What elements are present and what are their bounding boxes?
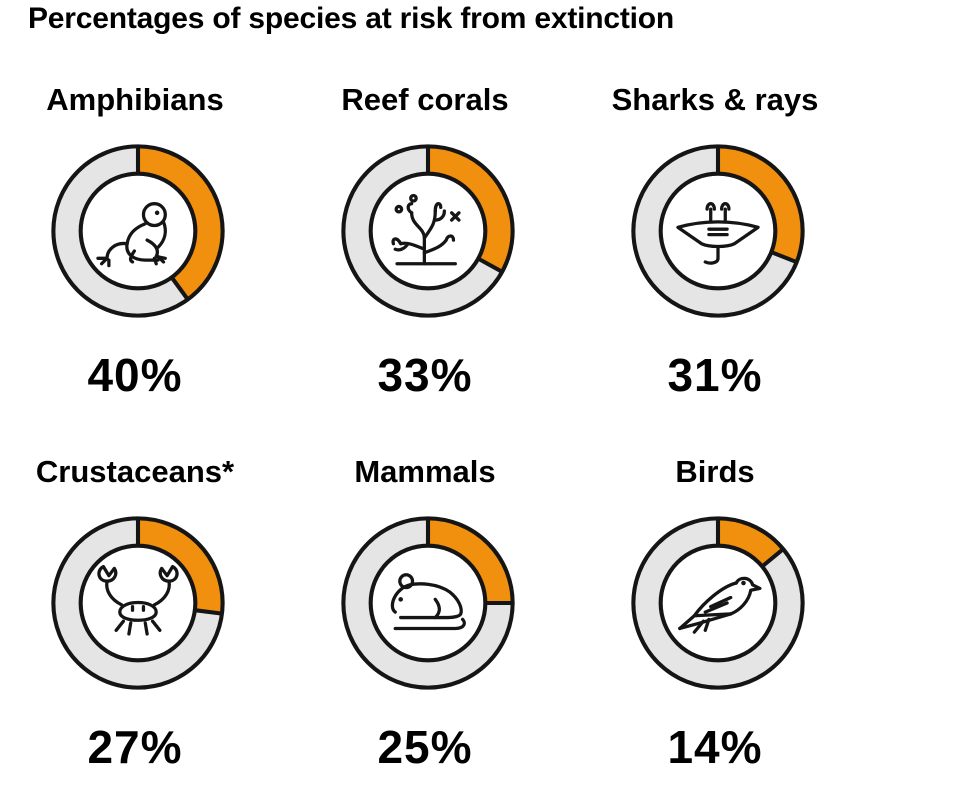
category-label: Amphibians: [46, 82, 224, 117]
category-label: Sharks & rays: [611, 82, 819, 117]
coral-icon: [391, 193, 461, 266]
percentage-label: 33%: [377, 349, 473, 401]
donut-chart: [341, 144, 515, 318]
arc-end-line: [770, 250, 798, 265]
donut-chart: [51, 516, 225, 690]
arc-end-line: [170, 276, 190, 301]
percentage-label: 14%: [667, 721, 763, 773]
donut-inner-outline: [368, 543, 488, 663]
donut-outer-outline: [341, 516, 515, 690]
arc-end-line: [194, 608, 223, 616]
donut-chart: [631, 516, 805, 690]
percentage-label: 25%: [377, 721, 473, 773]
donut-cell-crustaceans: Crustaceans* 27%: [5, 372, 265, 773]
frog-icon: [96, 202, 167, 268]
donut-inner-outline: [658, 171, 778, 291]
donut-chart: [51, 144, 225, 318]
arc-end-line: [477, 256, 504, 274]
category-label: Birds: [675, 454, 755, 489]
category-label: Crustaceans*: [35, 454, 235, 489]
donut-cell-mammals: Mammals 25%: [295, 372, 555, 773]
donut-outer-outline: [631, 144, 805, 318]
arc-end-line: [760, 547, 785, 569]
donut-cell-amphibians: Amphibians 40%: [5, 0, 265, 401]
bird-icon: [678, 576, 762, 634]
donut-cell-reef-corals: Reef corals 33%: [295, 0, 555, 401]
mouse-icon: [390, 573, 466, 631]
percentage-label: 40%: [87, 349, 183, 401]
donut-outer-outline: [631, 516, 805, 690]
donut-cell-sharks-rays: Sharks & rays 31%: [585, 0, 845, 401]
donut-inner-outline: [78, 171, 198, 291]
ray-icon: [676, 202, 760, 265]
percentage-label: 31%: [667, 349, 763, 401]
percentage-label: 27%: [87, 721, 183, 773]
category-label: Mammals: [354, 454, 496, 489]
donut-chart: [341, 516, 515, 690]
chart-title: Percentages of species at risk from exti…: [28, 2, 675, 35]
donut-outer-outline: [51, 516, 225, 690]
crab-icon: [97, 564, 179, 636]
donut-chart: [631, 144, 805, 318]
donut-cell-birds: Birds 14%: [585, 372, 845, 773]
donut-outer-outline: [51, 144, 225, 318]
category-label: Reef corals: [341, 82, 509, 117]
donut-outer-outline: [341, 144, 515, 318]
